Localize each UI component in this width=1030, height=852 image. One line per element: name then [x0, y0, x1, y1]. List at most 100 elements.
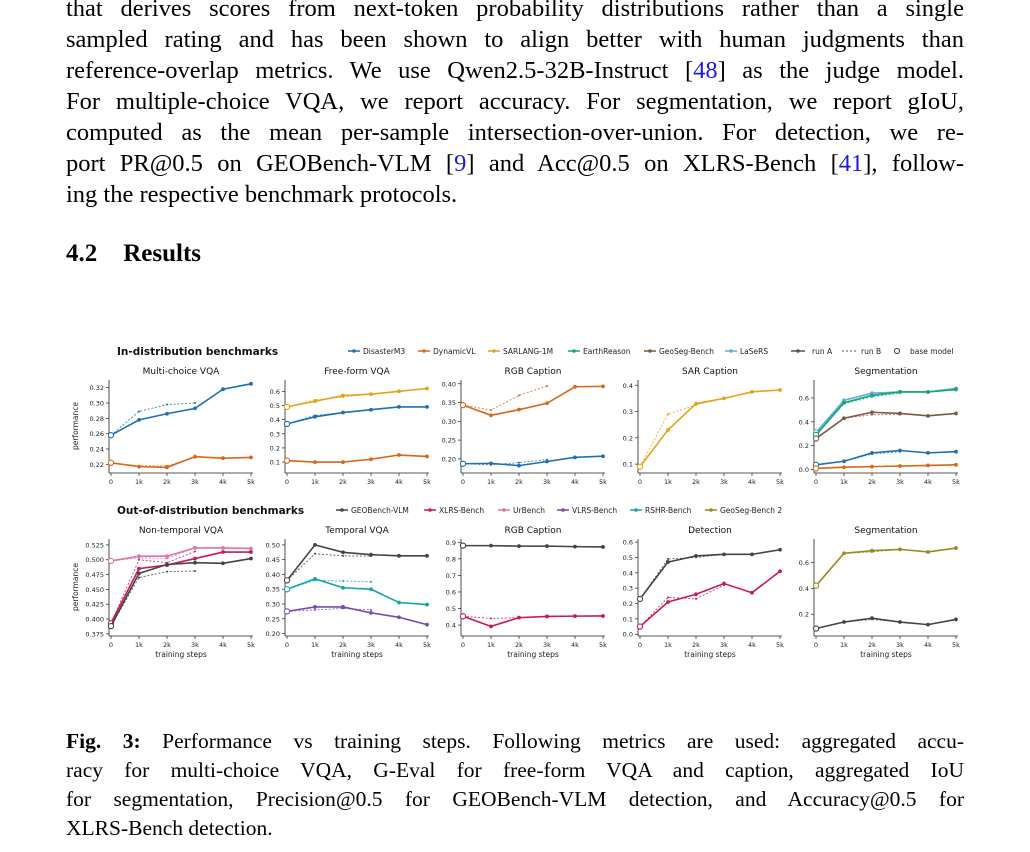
data-point: [750, 389, 754, 394]
data-point: [778, 388, 782, 392]
legend-marker: [352, 349, 356, 353]
y-tick-label: 0.6: [446, 588, 456, 596]
panel-title: SAR Caption: [682, 367, 738, 377]
data-point: [221, 561, 225, 566]
data-point: [193, 556, 197, 561]
chart-panel: Temporal VQA 0.20 0.25 0.30 0.35 0.40 0.45 0.50…: [266, 526, 432, 659]
chart-panel: Non-temporal VQA 0.375 0.400 0.425 0.450 0.47…: [71, 526, 255, 659]
chart-panel: Detection 0.0 0.1 0.2 0.3 0.4 0.5 0.6 0 1k 2k 3k 4k 5…: [623, 526, 785, 659]
y-tick-label: 0.25: [442, 437, 456, 445]
x-tick-label: 2k: [339, 478, 347, 486]
series-line: [639, 548, 781, 600]
data-point: [870, 410, 874, 415]
x-tick-label: 4k: [748, 641, 756, 649]
base-model-point: [812, 465, 820, 472]
x-axis-label: training steps: [331, 650, 383, 659]
legend-label: base model: [910, 347, 954, 356]
base-model-point: [636, 463, 644, 470]
data-point: [601, 614, 605, 618]
y-tick-label: 0.35: [266, 586, 280, 594]
y-tick-label: 0.40: [266, 571, 280, 579]
data-point: [249, 455, 253, 460]
y-tick-label: 0.1: [623, 615, 633, 623]
panel-title: Multi-choice VQA: [143, 367, 220, 377]
x-tick-label: 3k: [720, 478, 728, 486]
x-tick-label: 2k: [163, 641, 171, 649]
x-tick-label: 3k: [191, 641, 199, 649]
caption-line: XLRS-Bench detection.: [66, 816, 273, 840]
y-tick-label: 0.5: [446, 605, 456, 613]
series-line: [110, 455, 252, 469]
series-line-run-b: [815, 414, 900, 439]
x-tick-label: 4k: [748, 478, 756, 486]
x-tick-label: 4k: [571, 641, 579, 649]
citation-link[interactable]: 9: [454, 150, 467, 177]
base-model-point: [812, 435, 820, 442]
series-line: [815, 464, 957, 470]
data-point: [601, 454, 605, 459]
y-tick-label: 0.4: [799, 585, 809, 593]
data-point: [694, 592, 698, 597]
y-tick-label: 0.30: [90, 400, 104, 408]
data-point: [341, 410, 345, 415]
series-line-run-b: [110, 402, 196, 436]
y-tick-label: 0.6: [799, 394, 809, 402]
data-point: [137, 566, 141, 571]
legend-label: EarthReason: [583, 347, 631, 356]
x-tick-label: 2k: [515, 641, 523, 649]
citation-link[interactable]: 41: [838, 150, 864, 177]
series-line-run-b: [286, 409, 372, 425]
base-model-point: [812, 582, 820, 589]
caption-line: Performance vs training steps. Following…: [140, 729, 964, 753]
y-tick-label: 0.425: [85, 601, 104, 609]
legend-label: VLRS-Bench: [572, 506, 617, 515]
data-point-run-b: [370, 608, 372, 611]
y-tick-label: 0.2: [623, 434, 633, 442]
data-point-run-b: [667, 413, 669, 416]
data-point: [545, 459, 549, 464]
x-tick-label: 0: [461, 478, 465, 486]
x-tick-label: 3k: [191, 478, 199, 486]
data-point: [926, 622, 930, 627]
x-tick-label: 2k: [868, 641, 876, 649]
y-tick-label: 0.20: [266, 630, 280, 638]
y-tick-label: 0.20: [442, 455, 456, 463]
y-tick-label: 0.32: [90, 384, 104, 392]
data-point: [489, 624, 493, 629]
panel-title: Detection: [688, 526, 732, 536]
data-point: [165, 411, 169, 416]
caption-label: Fig. 3:: [66, 729, 141, 753]
series-line-run-b: [110, 457, 196, 467]
data-point: [750, 552, 754, 557]
data-point: [666, 428, 670, 432]
data-point: [842, 620, 846, 624]
data-point: [193, 454, 197, 459]
paragraph-text: sampled rating and has been shown to ali…: [66, 26, 964, 53]
data-point: [545, 544, 549, 549]
data-point: [926, 413, 930, 418]
x-tick-label: 4k: [219, 478, 227, 486]
data-point: [954, 387, 958, 392]
y-tick-label: 0.375: [85, 630, 104, 638]
x-tick-label: 1k: [840, 478, 848, 486]
chart-panel: Multi-choice VQA 0.22 0.24 0.26 0.28 0.30 0.32…: [71, 367, 255, 486]
series-line: [286, 606, 428, 626]
paragraph-text: port PR@0.5 on GEOBench-VLM [: [66, 150, 455, 177]
data-point: [573, 384, 577, 389]
data-point-run-b: [546, 385, 548, 388]
x-tick-label: 0: [638, 641, 642, 649]
section-title: Results: [123, 240, 202, 267]
paragraph-line: reference-overlap metrics. We use Qwen2.…: [66, 55, 964, 86]
citation-link[interactable]: 48: [693, 57, 718, 84]
x-tick-label: 3k: [896, 641, 904, 649]
y-tick-label: 0.28: [90, 415, 104, 423]
panel-title: Free-form VQA: [324, 367, 390, 377]
series-line: [815, 449, 957, 466]
x-tick-label: 1k: [487, 478, 495, 486]
data-point: [313, 414, 317, 419]
data-point: [573, 544, 577, 549]
x-tick-label: 2k: [515, 478, 523, 486]
x-tick-label: 1k: [840, 641, 848, 649]
data-point: [369, 407, 373, 412]
y-tick-label: 0.0: [623, 631, 633, 639]
